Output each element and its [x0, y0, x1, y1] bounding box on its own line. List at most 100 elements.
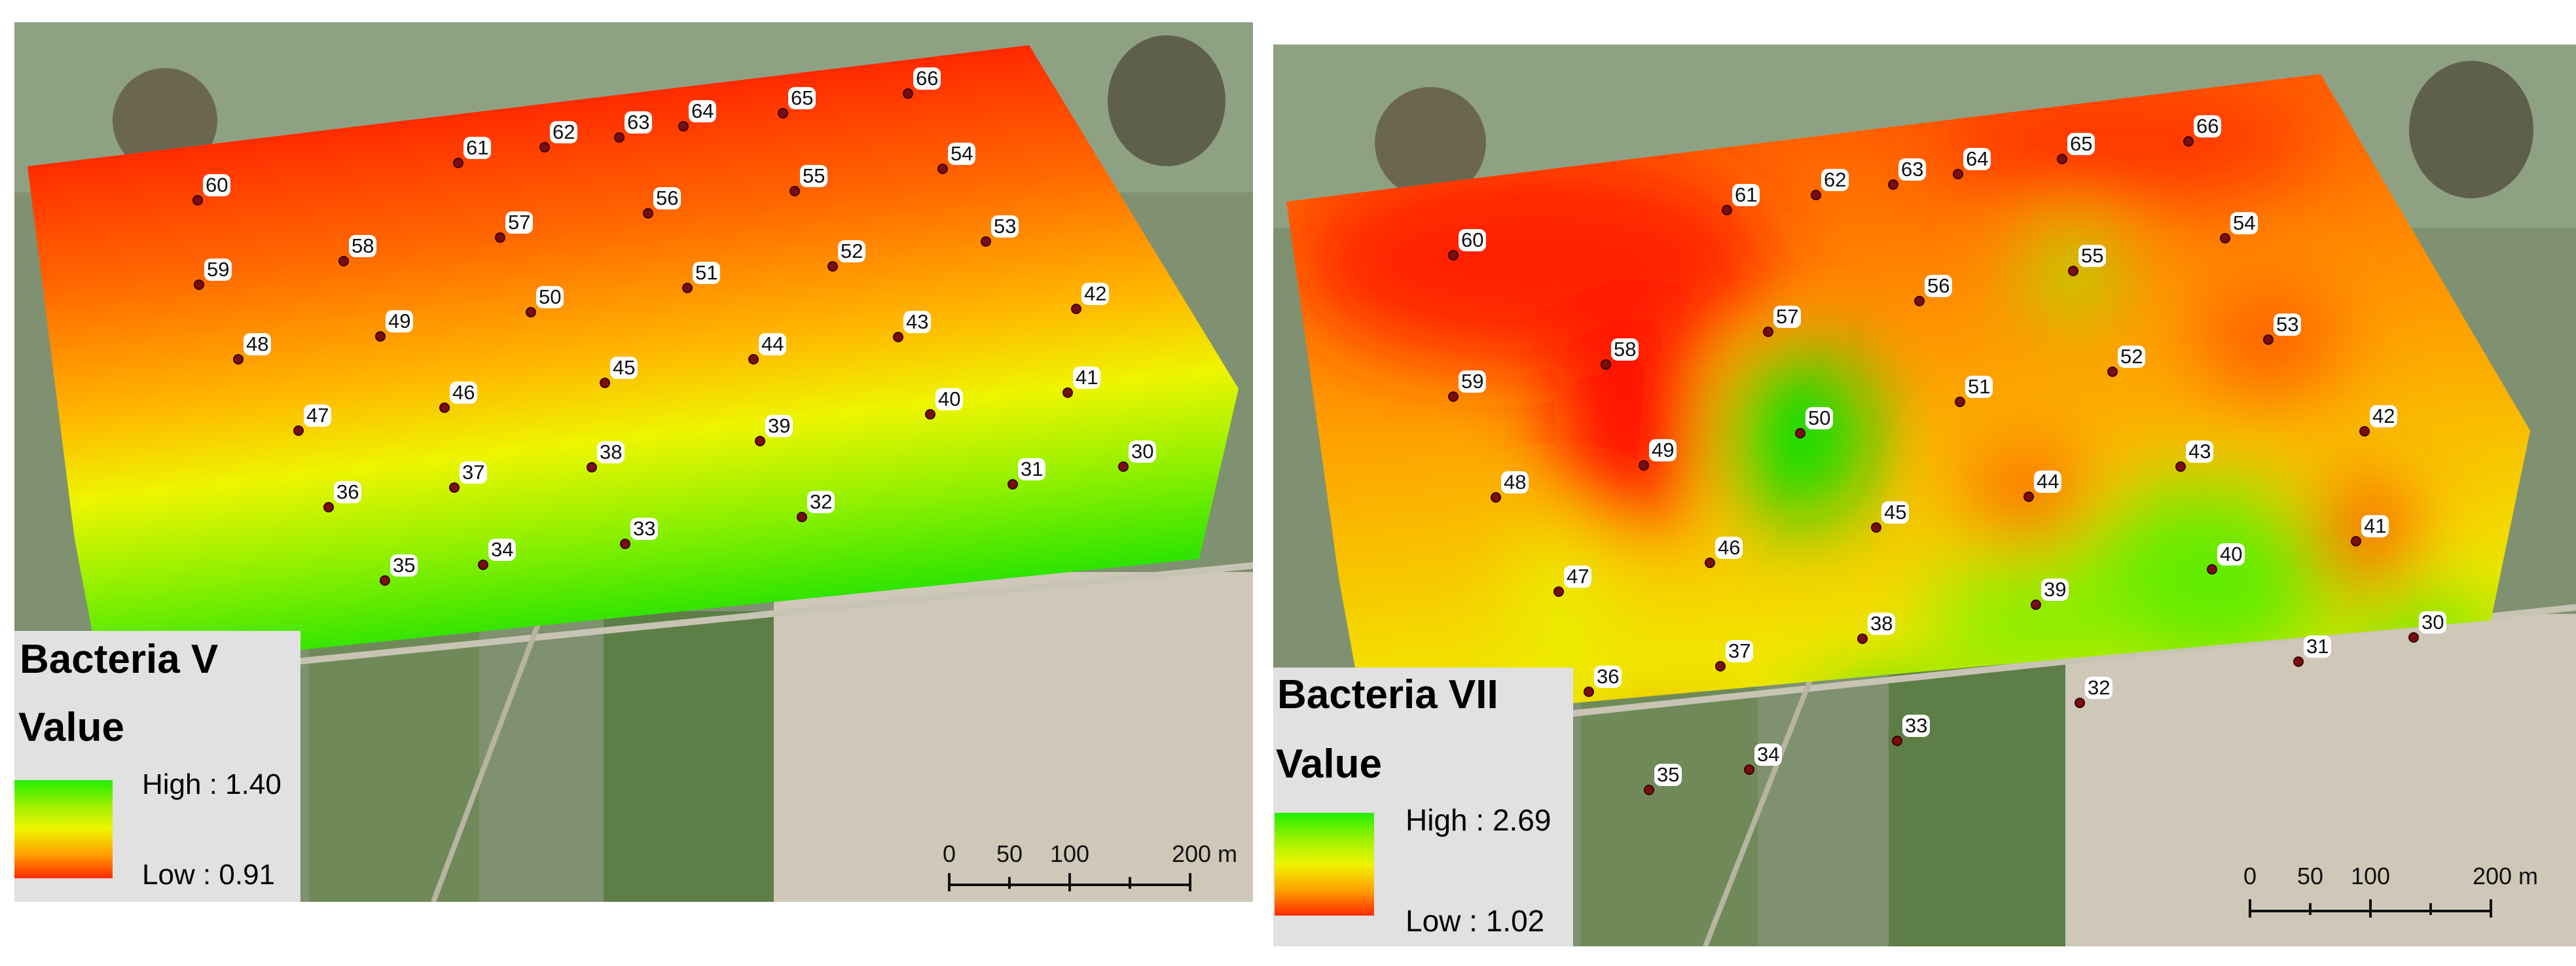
legend-subtitle: Value	[1276, 742, 1382, 787]
sample-point-marker	[1553, 586, 1564, 597]
sample-point-marker	[1601, 359, 1611, 370]
sample-point-label: 51	[1965, 376, 1993, 398]
sample-point-marker	[1584, 687, 1594, 697]
sample-point-marker	[1871, 522, 1881, 533]
sample-point-label: 30	[2419, 611, 2447, 634]
sample-point-marker	[678, 121, 689, 132]
sample-point-label: 47	[304, 404, 332, 427]
map-panel-bacteria-v: 60 61 62 63 64 65 66 54 55 56 57 58 59 53 52 51 50 49 48 42…	[14, 22, 1253, 902]
sample-point-marker	[233, 354, 244, 365]
sample-point-label: 47	[1564, 565, 1592, 588]
sample-point-marker	[1639, 460, 1649, 471]
sample-point-marker	[1955, 397, 1965, 407]
scale-tick	[1189, 873, 1191, 891]
sample-point-label: 41	[1073, 367, 1101, 389]
sample-point-label: 64	[1963, 148, 1991, 170]
sample-point-marker	[1705, 558, 1715, 568]
sample-point-marker	[2075, 698, 2085, 708]
sample-point-marker	[2359, 426, 2370, 437]
sample-point-marker	[1007, 479, 1018, 490]
sample-point-label: 66	[913, 67, 941, 90]
scale-tick	[1008, 877, 1011, 889]
sample-point-label: 50	[536, 286, 564, 308]
sample-point-marker	[1892, 736, 1902, 746]
sample-point-label: 44	[2034, 471, 2062, 493]
legend-title: Bacteria V	[20, 637, 219, 682]
sample-point-marker	[748, 354, 759, 365]
sample-point-marker	[2351, 536, 2361, 546]
legend-low-label: Low : 0.91	[142, 859, 276, 891]
sample-point-label: 66	[2194, 115, 2222, 137]
sample-point-label: 41	[2361, 515, 2389, 537]
sample-point-marker	[1811, 190, 1821, 200]
sample-point-marker	[323, 502, 334, 512]
sample-point-marker	[614, 132, 625, 143]
sample-point-label: 60	[203, 174, 231, 196]
legend-high-label: High : 2.69	[1406, 803, 1551, 837]
sample-point-marker	[643, 208, 653, 219]
sample-point-label: 35	[390, 554, 418, 577]
sample-point-marker	[1715, 661, 1726, 671]
sample-point-label: 64	[689, 100, 717, 122]
sample-point-marker	[1062, 387, 1073, 398]
sample-point-label: 36	[1594, 666, 1622, 688]
sample-point-label: 38	[1868, 613, 1896, 635]
sample-point-label: 58	[349, 235, 377, 257]
legend: Bacteria VII Value High : 2.69 Low : 1.0…	[1273, 668, 1573, 946]
sample-point-marker	[2408, 632, 2419, 643]
sample-point-marker	[2207, 564, 2217, 575]
color-ramp	[1275, 813, 1374, 916]
scale-label-0: 0	[942, 840, 956, 867]
legend-low-label: Low : 1.02	[1406, 904, 1545, 938]
sample-point-marker	[1795, 428, 1805, 438]
sample-point-marker	[1953, 169, 1963, 179]
sample-point-label: 57	[1773, 306, 1802, 328]
sample-point-label: 31	[1018, 458, 1046, 480]
sample-point-label: 46	[1715, 537, 1743, 559]
legend-title: Bacteria VII	[1277, 672, 1498, 717]
sample-point-label: 39	[765, 415, 793, 437]
sample-point-marker	[1644, 785, 1654, 795]
sample-point-label: 31	[2304, 635, 2332, 658]
sample-point-label: 56	[1925, 275, 1953, 297]
sample-point-marker	[293, 425, 304, 436]
sample-point-marker	[2175, 461, 2186, 472]
sample-point-marker	[587, 462, 597, 473]
sample-point-label: 58	[1611, 338, 1639, 361]
sample-point-marker	[620, 539, 630, 549]
scale-label-50: 50	[2296, 863, 2324, 889]
sample-point-marker	[2023, 492, 2034, 502]
aerial-basemap	[14, 22, 1253, 902]
sample-point-marker	[893, 332, 903, 342]
sample-point-label: 46	[450, 382, 478, 404]
sample-point-label: 43	[2186, 440, 2214, 463]
scale-tick	[2309, 903, 2312, 915]
sample-point-marker	[1744, 764, 1754, 775]
sample-point-label: 30	[1129, 440, 1157, 463]
map-panel-bacteria-vii: 60 61 62 63 64 65 66 54 55 56 57 58 59 53 52 51 50 49 48 42…	[1273, 45, 2576, 946]
sample-point-marker	[478, 560, 488, 570]
sample-point-label: 53	[991, 215, 1019, 238]
sample-point-label: 42	[2370, 405, 2398, 427]
sample-point-label: 50	[1805, 407, 1834, 429]
legend: Bacteria V Value High : 1.40 Low : 0.91	[14, 631, 300, 902]
sample-point-label: 34	[488, 539, 517, 561]
sample-point-marker	[1071, 304, 1081, 314]
sample-point-marker	[194, 279, 204, 290]
sample-point-label: 37	[460, 461, 488, 484]
sample-point-marker	[1722, 205, 1732, 215]
scale-label-100: 100	[1049, 840, 1090, 867]
sample-point-label: 33	[630, 518, 659, 540]
sample-point-marker	[789, 186, 800, 196]
sample-point-marker	[981, 236, 991, 247]
sample-point-label: 63	[1898, 158, 1927, 181]
sample-point-label: 35	[1654, 764, 1682, 786]
sample-point-label: 52	[2118, 346, 2146, 368]
sample-point-marker	[1118, 461, 1129, 472]
sample-point-label: 48	[244, 333, 272, 355]
sample-point-label: 65	[788, 87, 816, 109]
sample-point-marker	[338, 256, 349, 266]
sample-point-marker	[1448, 391, 1459, 402]
scale-tick	[2369, 899, 2372, 918]
sample-point-label: 60	[1459, 229, 1487, 251]
